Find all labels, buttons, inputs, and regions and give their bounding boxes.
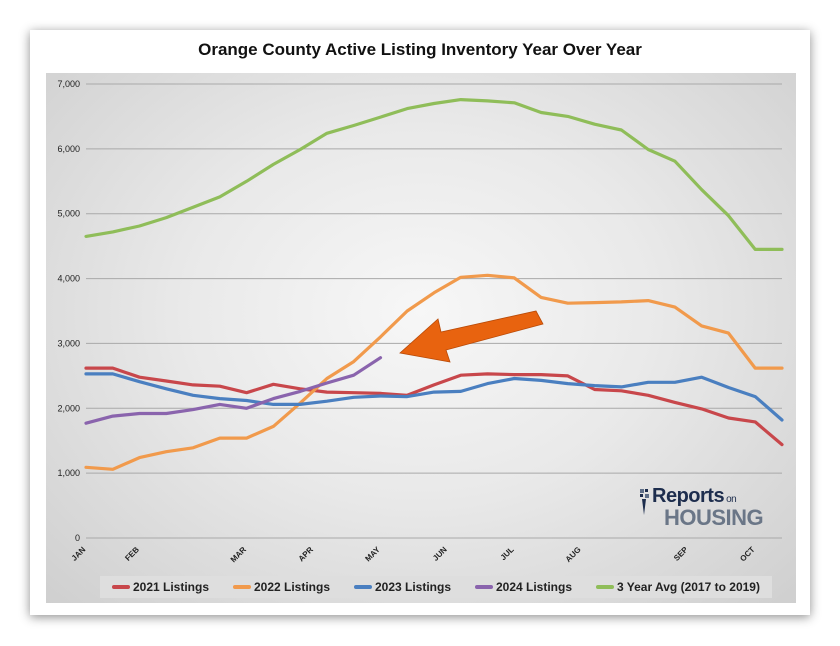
logo-reports-text: Reports on: [652, 485, 737, 507]
legend-item-2022: 2022 Listings: [232, 580, 331, 594]
x-tick-label: JUL: [499, 545, 516, 562]
x-tick-label: JUN: [431, 545, 449, 563]
series-line-2: [84, 372, 784, 422]
chart-legend: 2021 Listings 2022 Listings 2023 Listing…: [100, 576, 772, 598]
annotation-arrow-icon: [399, 310, 544, 363]
legend-label-2021: 2021 Listings: [132, 580, 210, 594]
legend-label-3yr-avg: 3 Year Avg (2017 to 2019): [616, 580, 760, 594]
x-tick-label: OCT: [738, 545, 756, 563]
chart-title: Orange County Active Listing Inventory Y…: [198, 40, 642, 59]
y-tick-label: 3,000: [57, 338, 80, 348]
legend-swatch-3yr-avg: [595, 585, 614, 589]
x-tick-label: APR: [297, 545, 315, 563]
logo-mark-icon: [640, 489, 649, 515]
x-tick-label: FEB: [123, 545, 141, 563]
legend-label-2022: 2022 Listings: [253, 580, 331, 594]
chart-card: Orange County Active Listing Inventory Y…: [30, 30, 810, 615]
legend-swatch-2024: [474, 585, 493, 589]
x-tick-label: MAR: [229, 545, 248, 564]
series-line-3: [84, 356, 383, 425]
legend-item-2021: 2021 Listings: [111, 580, 210, 594]
series-line-0: [84, 366, 784, 447]
plot-area: 0 1,000 2,000 3,000 4,000 5,000 6,000 7,000 JAN F…: [46, 73, 796, 603]
x-tick-label: MAY: [363, 545, 382, 564]
y-tick-label: 6,000: [57, 144, 80, 154]
series-line-4: [84, 98, 784, 251]
legend-item-3yr-avg: 3 Year Avg (2017 to 2019): [595, 580, 760, 594]
x-tick-label: JAN: [70, 545, 88, 563]
legend-label-2023: 2023 Listings: [374, 580, 452, 594]
legend-swatch-2022: [232, 585, 251, 589]
legend-swatch-2023: [353, 585, 372, 589]
legend-swatch-2021: [111, 585, 130, 589]
legend-item-2023: 2023 Listings: [353, 580, 452, 594]
reports-on-housing-logo: Reports on HOUSING: [638, 483, 778, 533]
y-tick-label: 1,000: [57, 468, 80, 478]
x-tick-label: SEP: [672, 545, 690, 563]
legend-label-2024: 2024 Listings: [495, 580, 573, 594]
line-chart: 0 1,000 2,000 3,000 4,000 5,000 6,000 7,000 JAN F…: [57, 79, 784, 564]
series-line-1: [84, 273, 784, 471]
logo-housing-text: HOUSING: [664, 505, 764, 530]
y-tick-label: 2,000: [57, 403, 80, 413]
y-tick-label: 0: [75, 533, 80, 543]
y-tick-label: 5,000: [57, 209, 80, 219]
y-tick-label: 7,000: [57, 79, 80, 89]
legend-item-2024: 2024 Listings: [474, 580, 573, 594]
x-tick-label: AUG: [564, 545, 583, 564]
y-tick-label: 4,000: [57, 274, 80, 284]
